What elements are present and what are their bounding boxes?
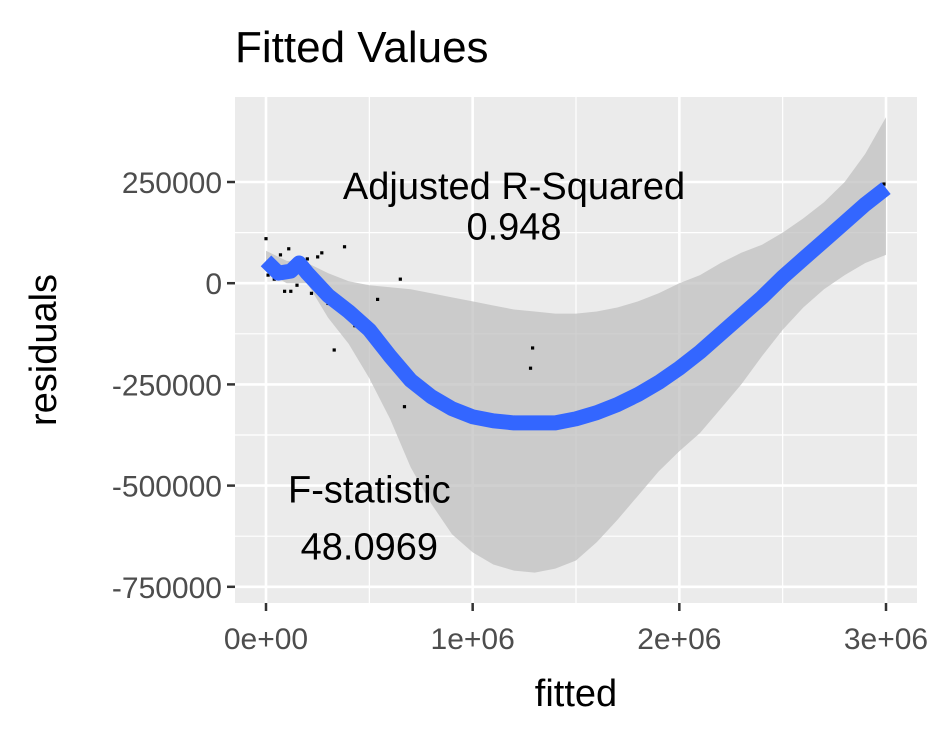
y-tick-label: 0 (205, 268, 222, 301)
x-axis-title: fitted (535, 673, 617, 715)
data-point (278, 253, 283, 257)
x-tick-label: 3e+06 (844, 623, 928, 656)
data-point (320, 251, 324, 255)
x-tick-label: 0e+00 (224, 623, 308, 656)
data-point (332, 348, 336, 352)
data-point (295, 283, 299, 287)
points-layer (264, 182, 886, 409)
data-point (289, 289, 293, 293)
smooth-fit-line (260, 182, 891, 431)
data-point (528, 366, 533, 370)
chart-title: Fitted Values (235, 23, 489, 72)
data-point (316, 255, 320, 259)
axis-ticks: 0e+00 1e+06 2e+06 3e+06 250000 0 -250000 -50000… (112, 167, 928, 656)
data-point (305, 257, 309, 261)
y-tick-label: -500000 (112, 471, 222, 504)
data-point (531, 346, 535, 350)
annotation-adj-r2-value: 0.948 (466, 207, 561, 249)
data-point (309, 291, 314, 295)
data-point (266, 273, 270, 277)
confidence-band-layer (266, 117, 886, 573)
annotation-f-stat-value: 48.0969 (301, 526, 438, 568)
annotation-adj-r2-label: Adjusted R-Squared (343, 166, 685, 208)
data-point (398, 277, 402, 281)
x-tick-label: 2e+06 (637, 623, 721, 656)
data-point (882, 182, 886, 186)
annotation-f-stat-label: F-statistic (288, 470, 451, 512)
confidence-band (266, 117, 886, 573)
data-point (376, 297, 380, 301)
y-tick-label: 250000 (122, 167, 222, 200)
data-point (402, 405, 407, 409)
data-point (283, 289, 287, 293)
y-tick-label: -250000 (112, 369, 222, 402)
data-point (287, 247, 291, 251)
x-tick-label: 1e+06 (431, 623, 515, 656)
smooth-line-layer (260, 182, 891, 431)
y-axis-title: residuals (23, 274, 65, 426)
y-tick-label: -750000 (112, 572, 222, 605)
data-point (264, 237, 268, 241)
data-point (342, 245, 347, 249)
